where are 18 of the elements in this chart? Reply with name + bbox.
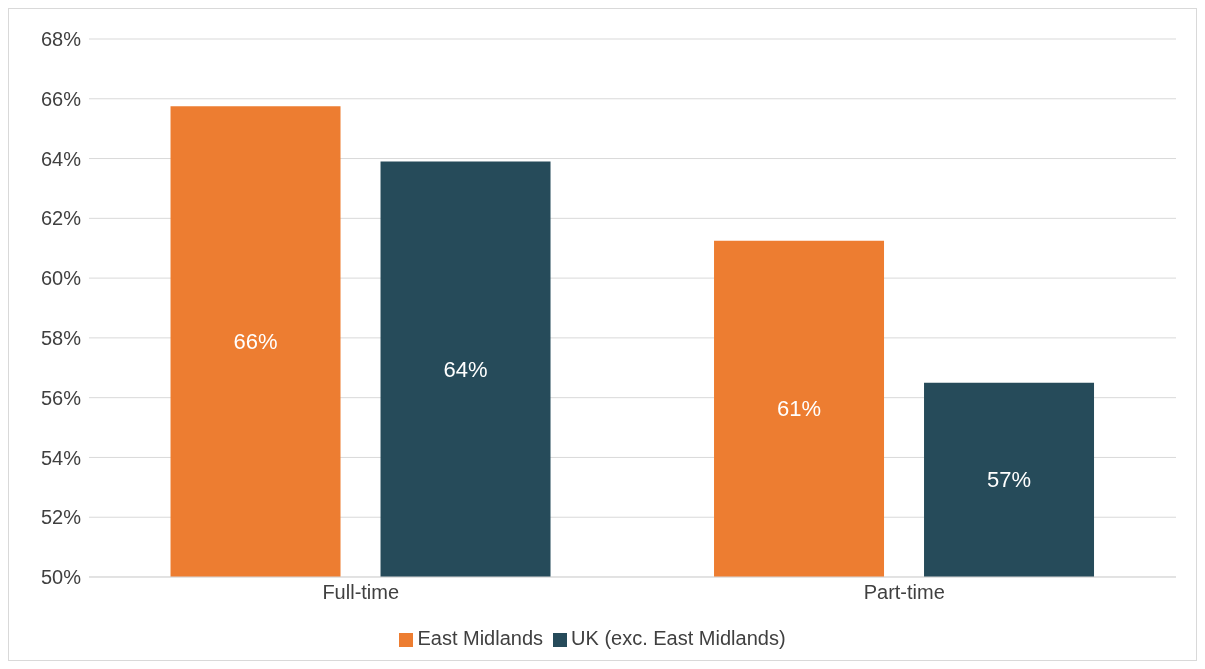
x-tick-label: Full-time: [322, 581, 400, 604]
y-tick-label: 68%: [40, 28, 82, 51]
data-label: 61%: [777, 396, 822, 422]
y-tick-label: 58%: [40, 326, 82, 349]
y-tick-label: 60%: [40, 267, 82, 290]
y-tick-label: 64%: [40, 147, 82, 170]
y-tick-label: 62%: [40, 207, 82, 230]
data-label: 64%: [443, 356, 488, 382]
y-tick-label: 66%: [40, 87, 82, 110]
data-label: 57%: [987, 467, 1032, 493]
x-tick-label: Part-time: [863, 581, 945, 604]
y-tick-label: 54%: [40, 446, 82, 469]
legend-label: UK (exc. East Midlands): [571, 627, 786, 649]
legend-label: East Midlands: [417, 627, 544, 649]
y-tick-label: 56%: [40, 386, 82, 409]
data-label: 66%: [233, 329, 278, 355]
y-tick-label: 50%: [40, 566, 82, 589]
y-tick-label: 52%: [40, 506, 82, 529]
